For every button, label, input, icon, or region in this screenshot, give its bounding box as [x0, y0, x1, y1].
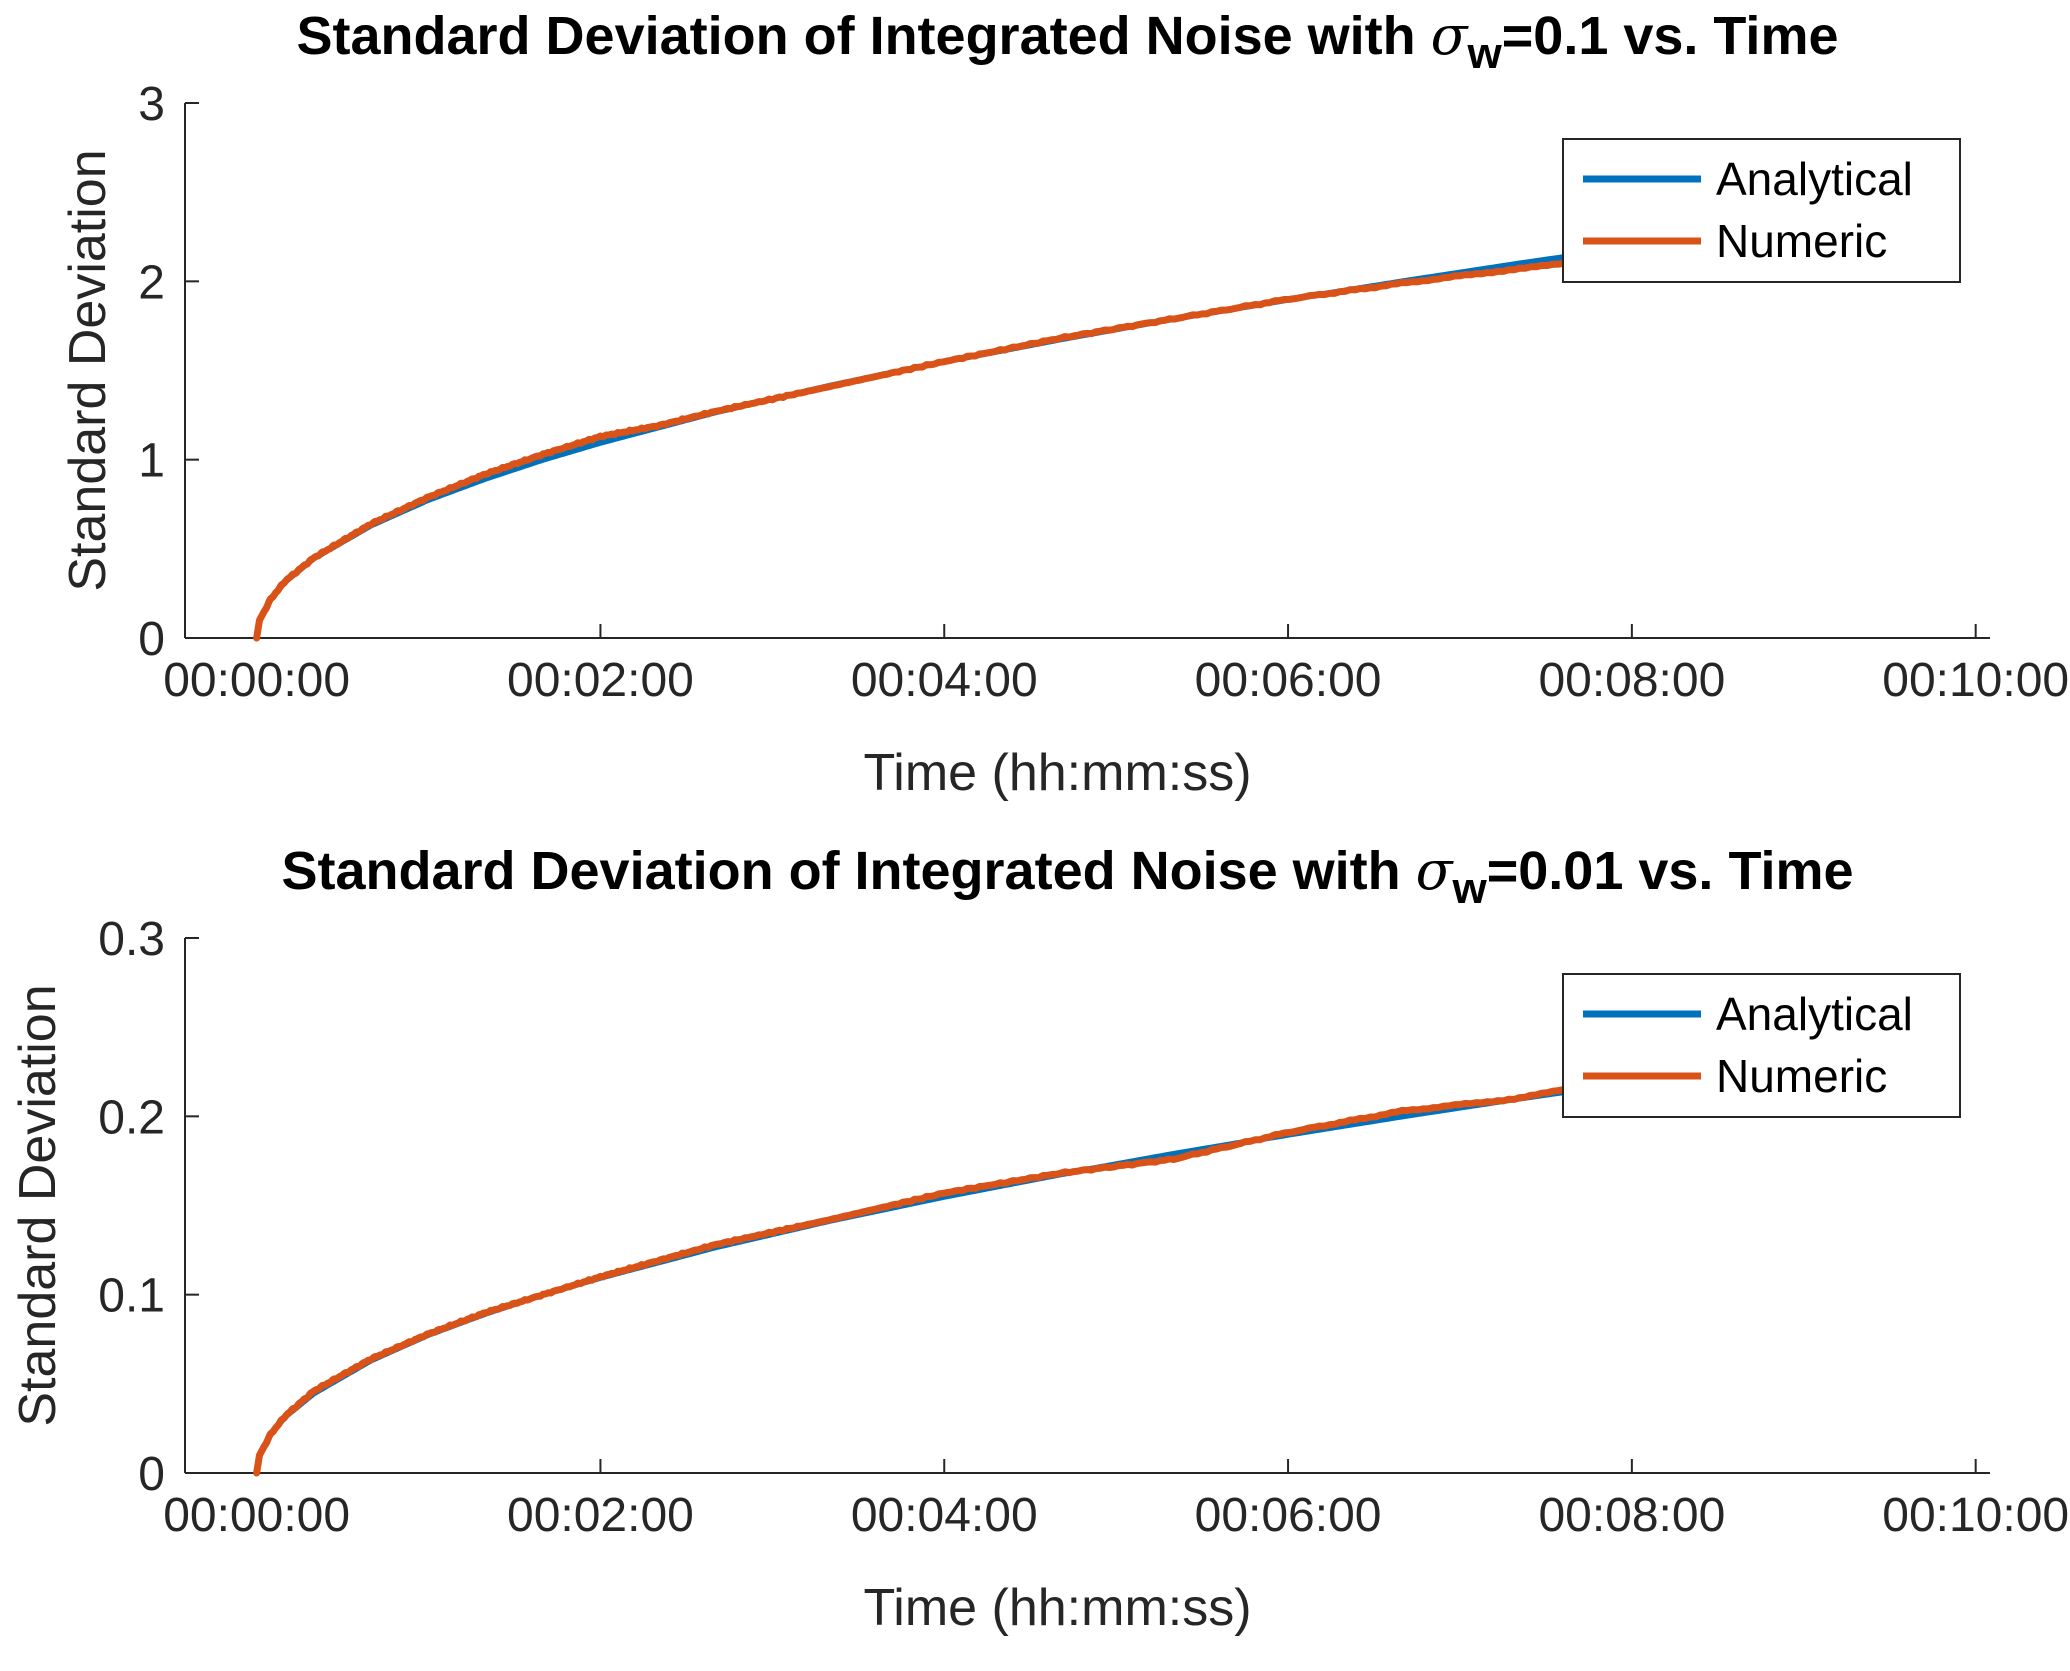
y-tick-label: 0.3: [98, 913, 165, 966]
x-tick-label: 00:00:00: [163, 1489, 350, 1542]
title-prefix: Standard Deviation of Integrated Noise w…: [297, 6, 1431, 66]
title-prefix: Standard Deviation of Integrated Noise w…: [281, 841, 1415, 901]
legend-label-analytical: Analytical: [1716, 988, 1913, 1040]
x-tick-label: 00:00:00: [163, 654, 350, 707]
title-subscript: w: [1467, 29, 1503, 78]
series-line-analytical: [253, 244, 1635, 641]
legend-box: [1562, 138, 1961, 283]
legend-box: [1562, 973, 1961, 1118]
title-suffix: =0.01 vs. Time: [1487, 841, 1854, 901]
x-axis-label: Time (hh:mm:ss): [863, 744, 1251, 802]
x-tick-label: 00:10:00: [1882, 1489, 2069, 1542]
y-tick-label: 1: [138, 435, 165, 488]
legend-label-analytical: Analytical: [1716, 153, 1913, 205]
series-line-numeric: [253, 253, 1636, 642]
title-suffix: =0.1 vs. Time: [1502, 6, 1839, 66]
chart-svg: Standard Deviation of Integrated Noise w…: [59, 4, 2069, 802]
y-tick-label: 0: [138, 1448, 165, 1501]
x-tick-label: 00:02:00: [507, 1489, 694, 1542]
chart-top: Standard Deviation of Integrated Noise w…: [0, 0, 2070, 835]
x-tick-label: 00:04:00: [851, 654, 1038, 707]
x-tick-label: 00:02:00: [507, 654, 694, 707]
x-tick-label: 00:06:00: [1195, 1489, 1382, 1542]
x-tick-label: 00:04:00: [851, 1489, 1038, 1542]
legend-label-numeric: Numeric: [1716, 1050, 1887, 1102]
y-axis-label: Standard Deviation: [59, 149, 117, 591]
chart-title: Standard Deviation of Integrated Noise w…: [297, 4, 1839, 78]
chart-svg: Standard Deviation of Integrated Noise w…: [9, 839, 2069, 1637]
series-line-numeric: [253, 1074, 1636, 1477]
x-tick-label: 00:08:00: [1538, 654, 1725, 707]
title-symbol: σ: [1416, 839, 1455, 902]
y-tick-label: 0.2: [98, 1091, 165, 1144]
title-symbol: σ: [1431, 4, 1470, 67]
x-tick-label: 00:06:00: [1195, 654, 1382, 707]
chart-bottom: Standard Deviation of Integrated Noise w…: [0, 835, 2070, 1670]
legend-label-numeric: Numeric: [1716, 215, 1887, 267]
y-tick-label: 2: [138, 256, 165, 309]
x-tick-label: 00:10:00: [1882, 654, 2069, 707]
series-line-analytical: [253, 1079, 1635, 1476]
y-tick-label: 0.1: [98, 1270, 165, 1323]
x-axis-label: Time (hh:mm:ss): [863, 1579, 1251, 1637]
x-tick-label: 00:08:00: [1538, 1489, 1725, 1542]
y-tick-label: 3: [138, 78, 165, 131]
title-subscript: w: [1452, 864, 1488, 913]
y-axis-label: Standard Deviation: [9, 984, 67, 1426]
chart-title: Standard Deviation of Integrated Noise w…: [281, 839, 1853, 913]
y-tick-label: 0: [138, 613, 165, 666]
